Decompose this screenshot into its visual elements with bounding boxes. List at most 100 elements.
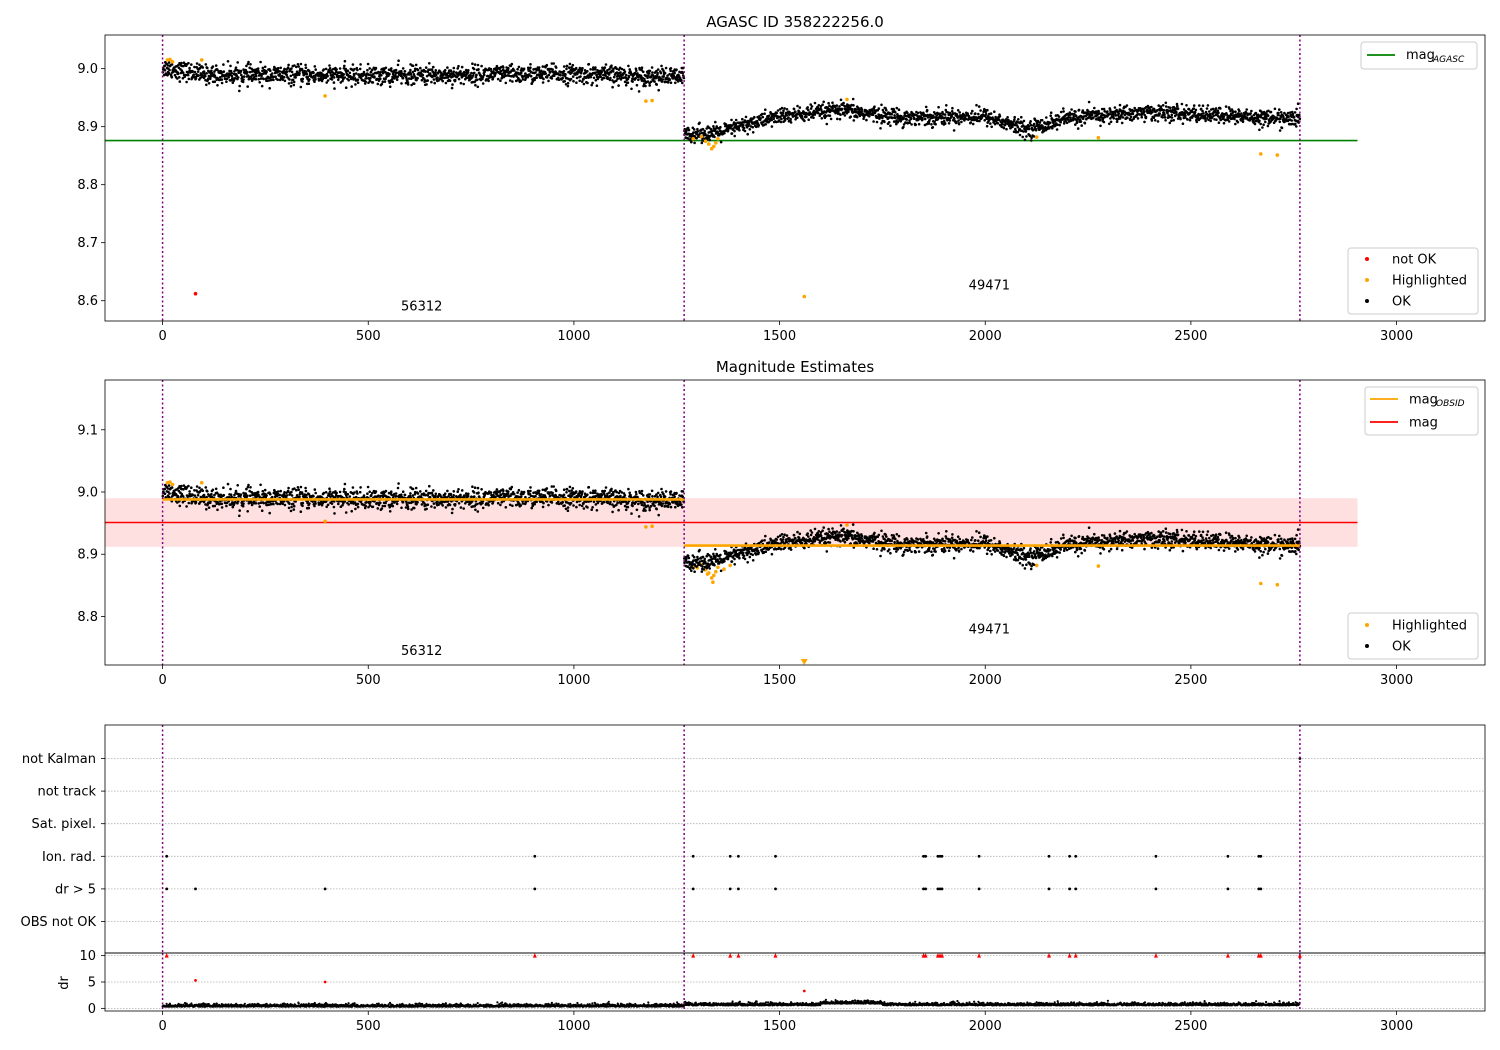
ok-point [904, 114, 908, 118]
ok-point [401, 500, 405, 504]
ok-point [269, 69, 272, 72]
ok-point [186, 73, 190, 77]
highlighted-point [716, 137, 720, 141]
ok-point [537, 66, 541, 69]
ok-point [666, 81, 670, 84]
ok-point [516, 67, 519, 71]
ok-point [205, 72, 208, 75]
ok-point [1207, 118, 1210, 122]
ok-point [457, 77, 461, 81]
ok-point [1051, 127, 1054, 130]
ok-point [353, 67, 356, 71]
ok-point [648, 84, 651, 87]
ok-point [509, 487, 513, 491]
ok-point [1065, 121, 1069, 125]
ok-point [914, 123, 917, 126]
ok-point [268, 511, 272, 515]
highlighted-point [1096, 564, 1101, 568]
ok-point [278, 72, 282, 76]
ok-point [642, 82, 646, 86]
ok-point [343, 500, 347, 503]
ok-point [314, 491, 318, 495]
ok-point [366, 492, 369, 496]
ok-point [669, 81, 673, 84]
ok-point [470, 495, 473, 499]
ok-point [338, 67, 342, 70]
ok-point [648, 69, 652, 73]
ok-point [617, 508, 620, 512]
ok-point [248, 489, 251, 493]
ok-point [1172, 105, 1176, 109]
ok-point [693, 141, 696, 145]
ok-point [190, 486, 193, 490]
y-tick-label: 8.7 [77, 236, 98, 251]
ok-point [733, 129, 736, 133]
ok-point [606, 77, 610, 80]
ok-point [188, 66, 191, 70]
ok-point [664, 66, 668, 70]
ok-point [947, 122, 951, 125]
ok-point [452, 66, 456, 70]
ok-point [507, 66, 510, 70]
ok-point [286, 66, 290, 69]
ok-point [1219, 107, 1222, 110]
ok-point [1102, 107, 1106, 111]
highlighted-point [711, 580, 715, 584]
ok-point [610, 64, 613, 67]
ok-point [615, 67, 618, 70]
ok-point [1022, 119, 1026, 123]
ok-point [1287, 115, 1290, 119]
ok-point [951, 106, 954, 110]
ok-point [640, 66, 644, 69]
ok-point [416, 76, 419, 80]
ok-point [764, 123, 768, 126]
ok-point [210, 495, 214, 499]
ok-point [1164, 101, 1168, 105]
ok-point [1170, 119, 1173, 122]
ok-point [1273, 107, 1277, 111]
ok-point [852, 104, 855, 107]
ok-point [204, 74, 207, 78]
ok-point [923, 117, 927, 121]
ok-point [235, 74, 238, 77]
legend-marker [1365, 257, 1369, 261]
ok-point [628, 491, 631, 495]
ok-point [297, 65, 301, 68]
ok-point [960, 120, 963, 124]
ok-point [1100, 112, 1104, 115]
ok-point [288, 502, 291, 506]
x-tick-label: 2500 [1174, 329, 1207, 344]
ok-point [1266, 114, 1270, 117]
ok-point [575, 81, 578, 84]
ok-point [1016, 130, 1020, 134]
ok-point [783, 107, 786, 110]
ok-point [544, 72, 547, 75]
ok-point [259, 60, 262, 64]
ok-point [1258, 119, 1261, 123]
ok-point [1192, 104, 1196, 107]
ok-point [998, 115, 1002, 118]
ok-point [539, 500, 542, 504]
ok-point [428, 484, 431, 488]
ok-point [636, 72, 639, 75]
ok-point [953, 117, 956, 121]
ok-point [1143, 113, 1146, 117]
ok-point [880, 103, 883, 107]
ok-point [587, 62, 591, 66]
ok-point [499, 503, 502, 507]
ok-point [541, 65, 545, 68]
ok-point [213, 80, 217, 83]
ok-point [794, 110, 797, 113]
ok-point [333, 87, 336, 90]
ok-point [542, 501, 545, 505]
ok-point [444, 500, 448, 503]
ok-point [593, 491, 597, 495]
ok-point [626, 81, 630, 84]
ok-point [1162, 108, 1166, 112]
ok-point [448, 503, 452, 507]
ok-point [187, 77, 191, 81]
ok-point [1038, 121, 1042, 124]
ok-point [281, 502, 285, 506]
ok-point [906, 111, 909, 115]
ok-point [377, 494, 380, 498]
